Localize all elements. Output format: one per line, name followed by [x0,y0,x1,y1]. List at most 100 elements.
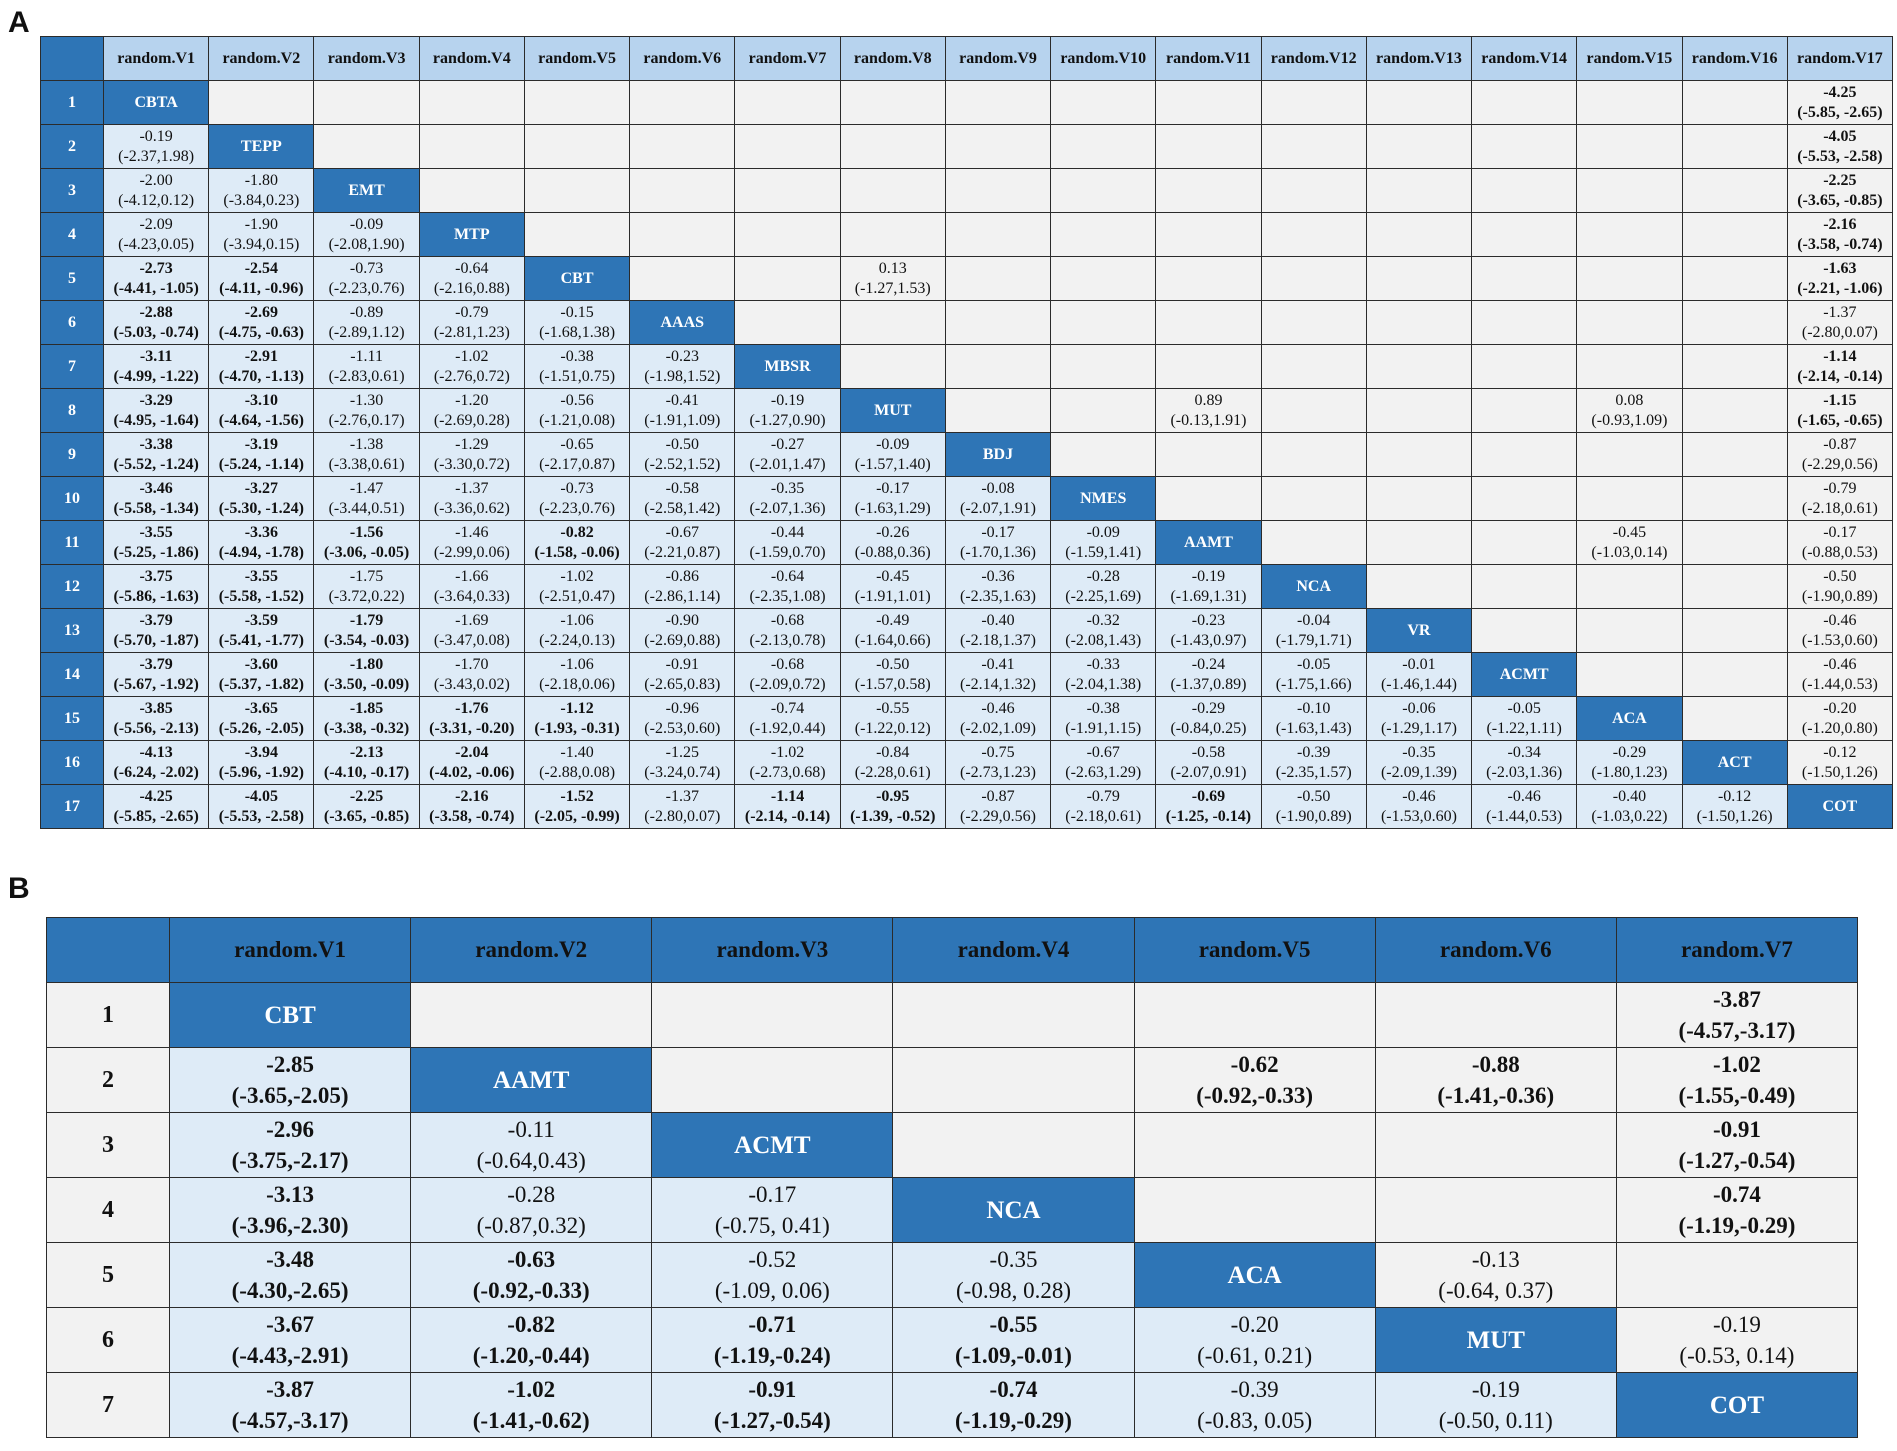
empty-cell [944,300,1052,345]
comparison-cell: -0.09 (-1.59,1.41) [1050,520,1157,565]
comparison-cell: -0.67 (-2.21,0.87) [629,520,736,565]
empty-cell [734,124,841,169]
confidence-interval: (-1.75,1.66) [1275,675,1352,693]
empty-cell [629,256,736,301]
empty-cell [1471,124,1578,169]
empty-cell [1155,344,1262,389]
table-row: 10 -3.46 (-5.58, -1.34) -3.27 (-5.30, -1.24)… [40,476,1894,521]
empty-cell [1260,256,1367,301]
confidence-interval: (-3.65, -0.85) [323,807,410,825]
confidence-interval: (-2.14, -0.14) [1797,367,1883,385]
confidence-interval: (-0.92,-0.33) [1196,1083,1314,1108]
effect-estimate: -0.84 [876,743,910,761]
table-row: 9 -3.38 (-5.52, -1.24) -3.19 (-5.24, -1.14) -… [40,432,1894,477]
confidence-interval: (-1.70,1.36) [960,543,1036,561]
comparison-cell: -0.17 (-1.63,1.29) [839,476,946,521]
table-row: 1 CBT -3.87 (-4.57,-3.17) [46,982,1859,1048]
effect-estimate: -0.73 [349,259,384,277]
row-header: 3 [46,1112,170,1178]
effect-estimate: -0.91 [1712,1117,1761,1142]
comparison-cell: -2.96 (-3.75,-2.17) [168,1112,412,1178]
table-row: 12 -3.75 (-5.86, -1.63) -3.55 (-5.58, -1.52)… [40,564,1894,609]
comparison-cell: -0.29 (-1.80,1.23) [1576,740,1683,785]
effect-estimate: -1.80 [349,655,384,673]
effect-estimate: -0.17 [876,479,910,497]
effect-estimate: -3.79 [139,655,173,673]
comparison-cell: -0.52 (-1.09, 0.06) [651,1242,894,1308]
empty-cell [1133,1112,1376,1178]
comparison-cell: -3.79 (-5.67, -1.92) [102,652,210,697]
confidence-interval: (-3.94,0.15) [223,235,300,253]
confidence-interval: (-5.53, -2.58) [1797,147,1883,165]
empty-cell [1365,388,1473,433]
comparison-cell: -1.11 (-2.83,0.61) [313,344,420,389]
column-header: random.V3 [313,36,420,81]
comparison-cell: -0.12 (-1.50,1.26) [1786,740,1894,785]
comparison-cell: -1.40 (-2.88,0.08) [523,740,631,785]
league-table-b: random.V1 random.V2 random.V3 random.V4 rand… [46,917,1859,1438]
empty-cell [1471,388,1578,433]
confidence-interval: (-4.75, -0.63) [218,323,304,341]
confidence-interval: (-5.37, -1.82) [218,675,304,693]
comparison-cell: -0.41 (-2.14,1.32) [944,652,1052,697]
confidence-interval: (-1.22,0.12) [854,719,931,737]
comparison-cell: -0.19 (-1.69,1.31) [1155,564,1262,609]
column-header: random.V1 [102,36,210,81]
empty-cell [1576,300,1683,345]
confidence-interval: (-3.44,0.51) [328,499,405,517]
confidence-interval: (-1.68,1.38) [539,323,616,341]
effect-estimate: -0.58 [665,479,699,497]
effect-estimate: -1.85 [349,699,384,717]
comparison-cell: -0.09 (-1.57,1.40) [839,432,946,477]
effect-estimate: -3.79 [139,611,173,629]
comparison-cell: -0.41 (-1.91,1.09) [629,388,736,433]
effect-estimate: -0.44 [770,523,805,541]
treatment-label-cell: NMES [1050,476,1157,521]
effect-estimate: -0.41 [981,655,1015,673]
comparison-cell: -1.37 (-2.80,0.07) [629,784,736,829]
empty-cell [629,168,736,213]
row-header: 17 [40,784,104,829]
confidence-interval: (-3.96,-2.30) [231,1213,349,1238]
empty-cell [1260,432,1367,477]
treatment-label-cell: TEPP [208,124,315,169]
confidence-interval: (-2.88,0.08) [539,763,616,781]
comparison-cell: -0.56 (-1.21,0.08) [523,388,631,433]
effect-estimate: -0.19 [1471,1377,1520,1402]
empty-cell [1365,212,1473,257]
confidence-interval: (-4.41, -1.05) [113,279,199,297]
effect-estimate: -0.91 [748,1377,797,1402]
column-header: random.V2 [208,36,315,81]
comparison-cell: -1.75 (-3.72,0.22) [313,564,420,609]
empty-cell [1374,982,1617,1048]
empty-cell [1365,476,1473,521]
confidence-interval: (-1.41,-0.62) [472,1408,590,1433]
empty-cell [1576,80,1683,125]
confidence-interval: (-0.88,0.36) [854,543,931,561]
empty-cell [523,168,631,213]
confidence-interval: (-2.37,1.98) [118,147,195,165]
comparison-cell: -1.02 (-2.73,0.68) [734,740,841,785]
confidence-interval: (-3.64,0.33) [433,587,510,605]
confidence-interval: (-2.81,1.23) [433,323,510,341]
comparison-cell: -0.55 (-1.09,-0.01) [892,1307,1135,1373]
empty-cell [1576,344,1683,389]
confidence-interval: (-1.20,-0.44) [472,1343,590,1368]
empty-cell [1681,124,1788,169]
comparison-cell: -0.38 (-1.51,0.75) [523,344,631,389]
confidence-interval: (-1.03,0.14) [1591,543,1668,561]
effect-estimate: -1.02 [455,347,489,365]
effect-estimate: -3.59 [244,611,279,629]
confidence-interval: (-3.65,-2.05) [231,1083,349,1108]
effect-estimate: -1.25 [665,743,699,761]
comparison-cell: -0.64 (-2.16,0.88) [418,256,525,301]
empty-cell [944,212,1052,257]
confidence-interval: (-1.27,0.90) [749,411,826,429]
confidence-interval: (-2.35,1.08) [749,587,826,605]
comparison-cell: -0.95 (-1.39, -0.52) [839,784,946,829]
table-row: 5 -2.73 (-4.41, -1.05) -2.54 (-4.11, -0.96) -… [40,256,1894,301]
comparison-cell: -0.74 (-1.19,-0.29) [892,1372,1135,1438]
confidence-interval: (-2.86,1.14) [644,587,721,605]
comparison-cell: -2.91 (-4.70, -1.13) [208,344,315,389]
confidence-interval: (-5.67, -1.92) [113,675,199,693]
